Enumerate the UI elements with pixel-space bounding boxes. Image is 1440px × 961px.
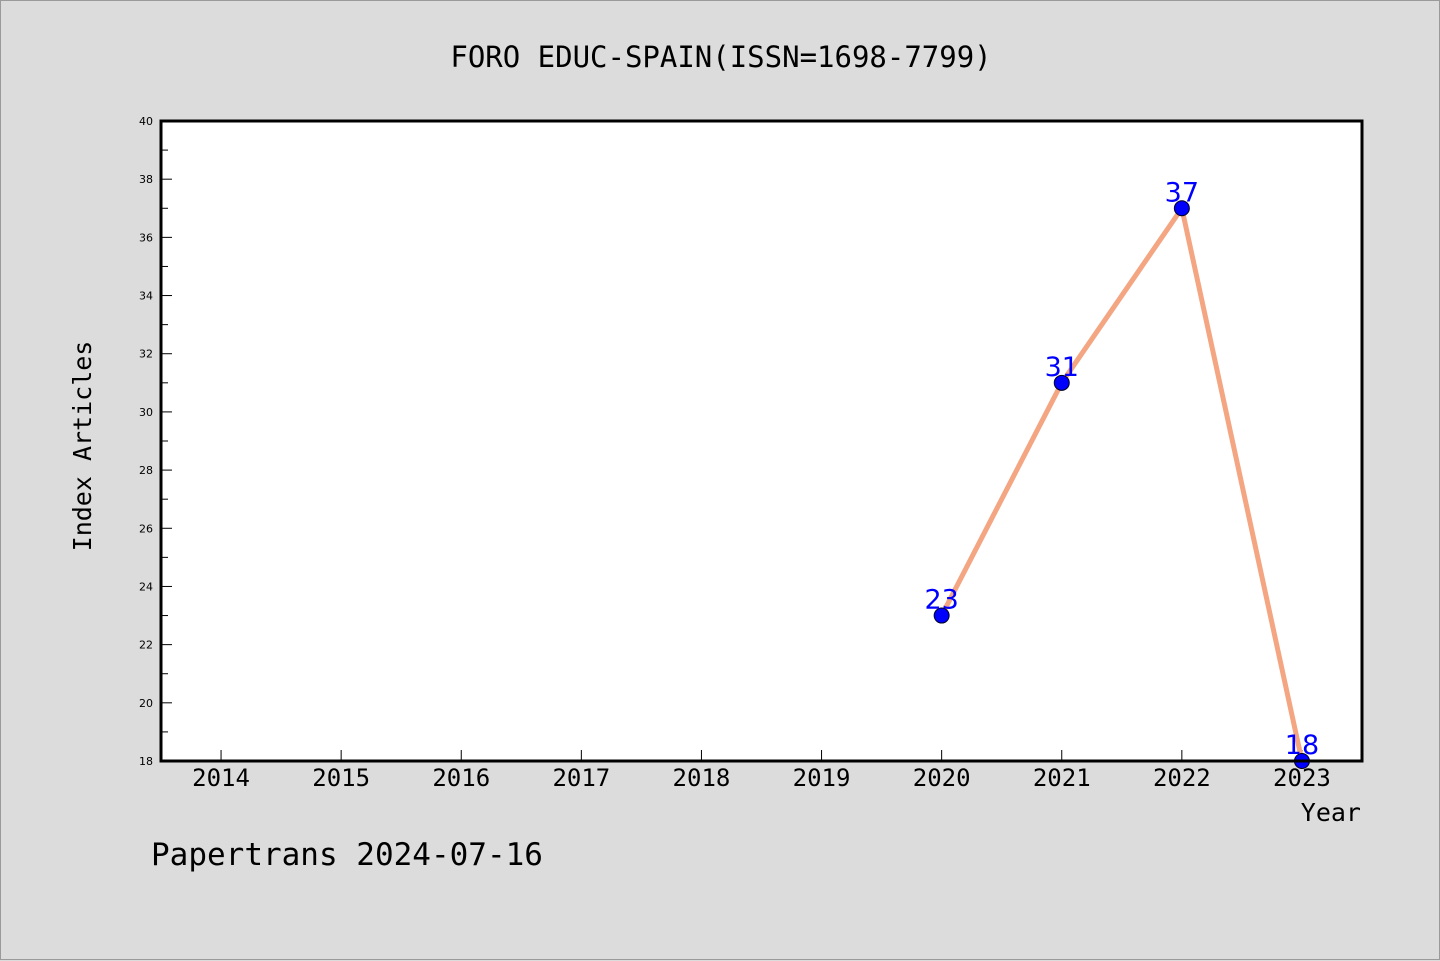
data-point	[933, 607, 950, 624]
series-line	[939, 202, 1305, 762]
x-tick-label: 2016	[432, 764, 490, 792]
data-label: 31	[1045, 352, 1079, 383]
y-tick-label: 34	[139, 290, 153, 303]
x-tick-label: 2022	[1153, 764, 1211, 792]
y-tick-label: 32	[139, 348, 153, 361]
y-axis-label: Index Articles	[68, 341, 97, 552]
y-tick-label: 28	[139, 464, 153, 477]
x-tick-label: 2018	[673, 764, 731, 792]
x-tick-label: 2017	[552, 764, 610, 792]
y-tick-label: 38	[139, 173, 153, 186]
series-layer: 23 31 37 18	[924, 177, 1319, 769]
y-tick-label: 22	[139, 639, 153, 652]
x-tick-label: 2020	[913, 764, 971, 792]
y-tick-label: 40	[139, 115, 153, 128]
x-tick-label: 2021	[1033, 764, 1091, 792]
y-tick-label: 30	[139, 406, 153, 419]
data-label: 37	[1165, 177, 1199, 208]
y-tick-label: 26	[139, 522, 153, 535]
x-tick-label: 2015	[312, 764, 370, 792]
plot-area	[161, 121, 1362, 761]
footer-credit: Papertrans 2024-07-16	[151, 837, 543, 873]
y-tick-label: 24	[139, 580, 153, 593]
y-tick-label: 36	[139, 231, 153, 244]
chart-title: FORO EDUC-SPAIN(ISSN=1698-7799)	[450, 40, 991, 74]
x-tick-label: 2014	[192, 764, 250, 792]
plot-frame	[159, 119, 1364, 763]
x-axis-label: Year	[1301, 798, 1361, 827]
data-point	[1173, 200, 1190, 217]
y-tick-label: 18	[139, 755, 153, 768]
y-axis-ticks: 18 20 22 24 26 28 30 32 34 36 38 40	[139, 115, 172, 768]
data-label: 23	[924, 585, 958, 616]
data-label: 18	[1285, 730, 1319, 761]
y-tick-label: 20	[139, 697, 153, 710]
x-tick-label: 2019	[793, 764, 851, 792]
data-point	[1053, 374, 1070, 391]
